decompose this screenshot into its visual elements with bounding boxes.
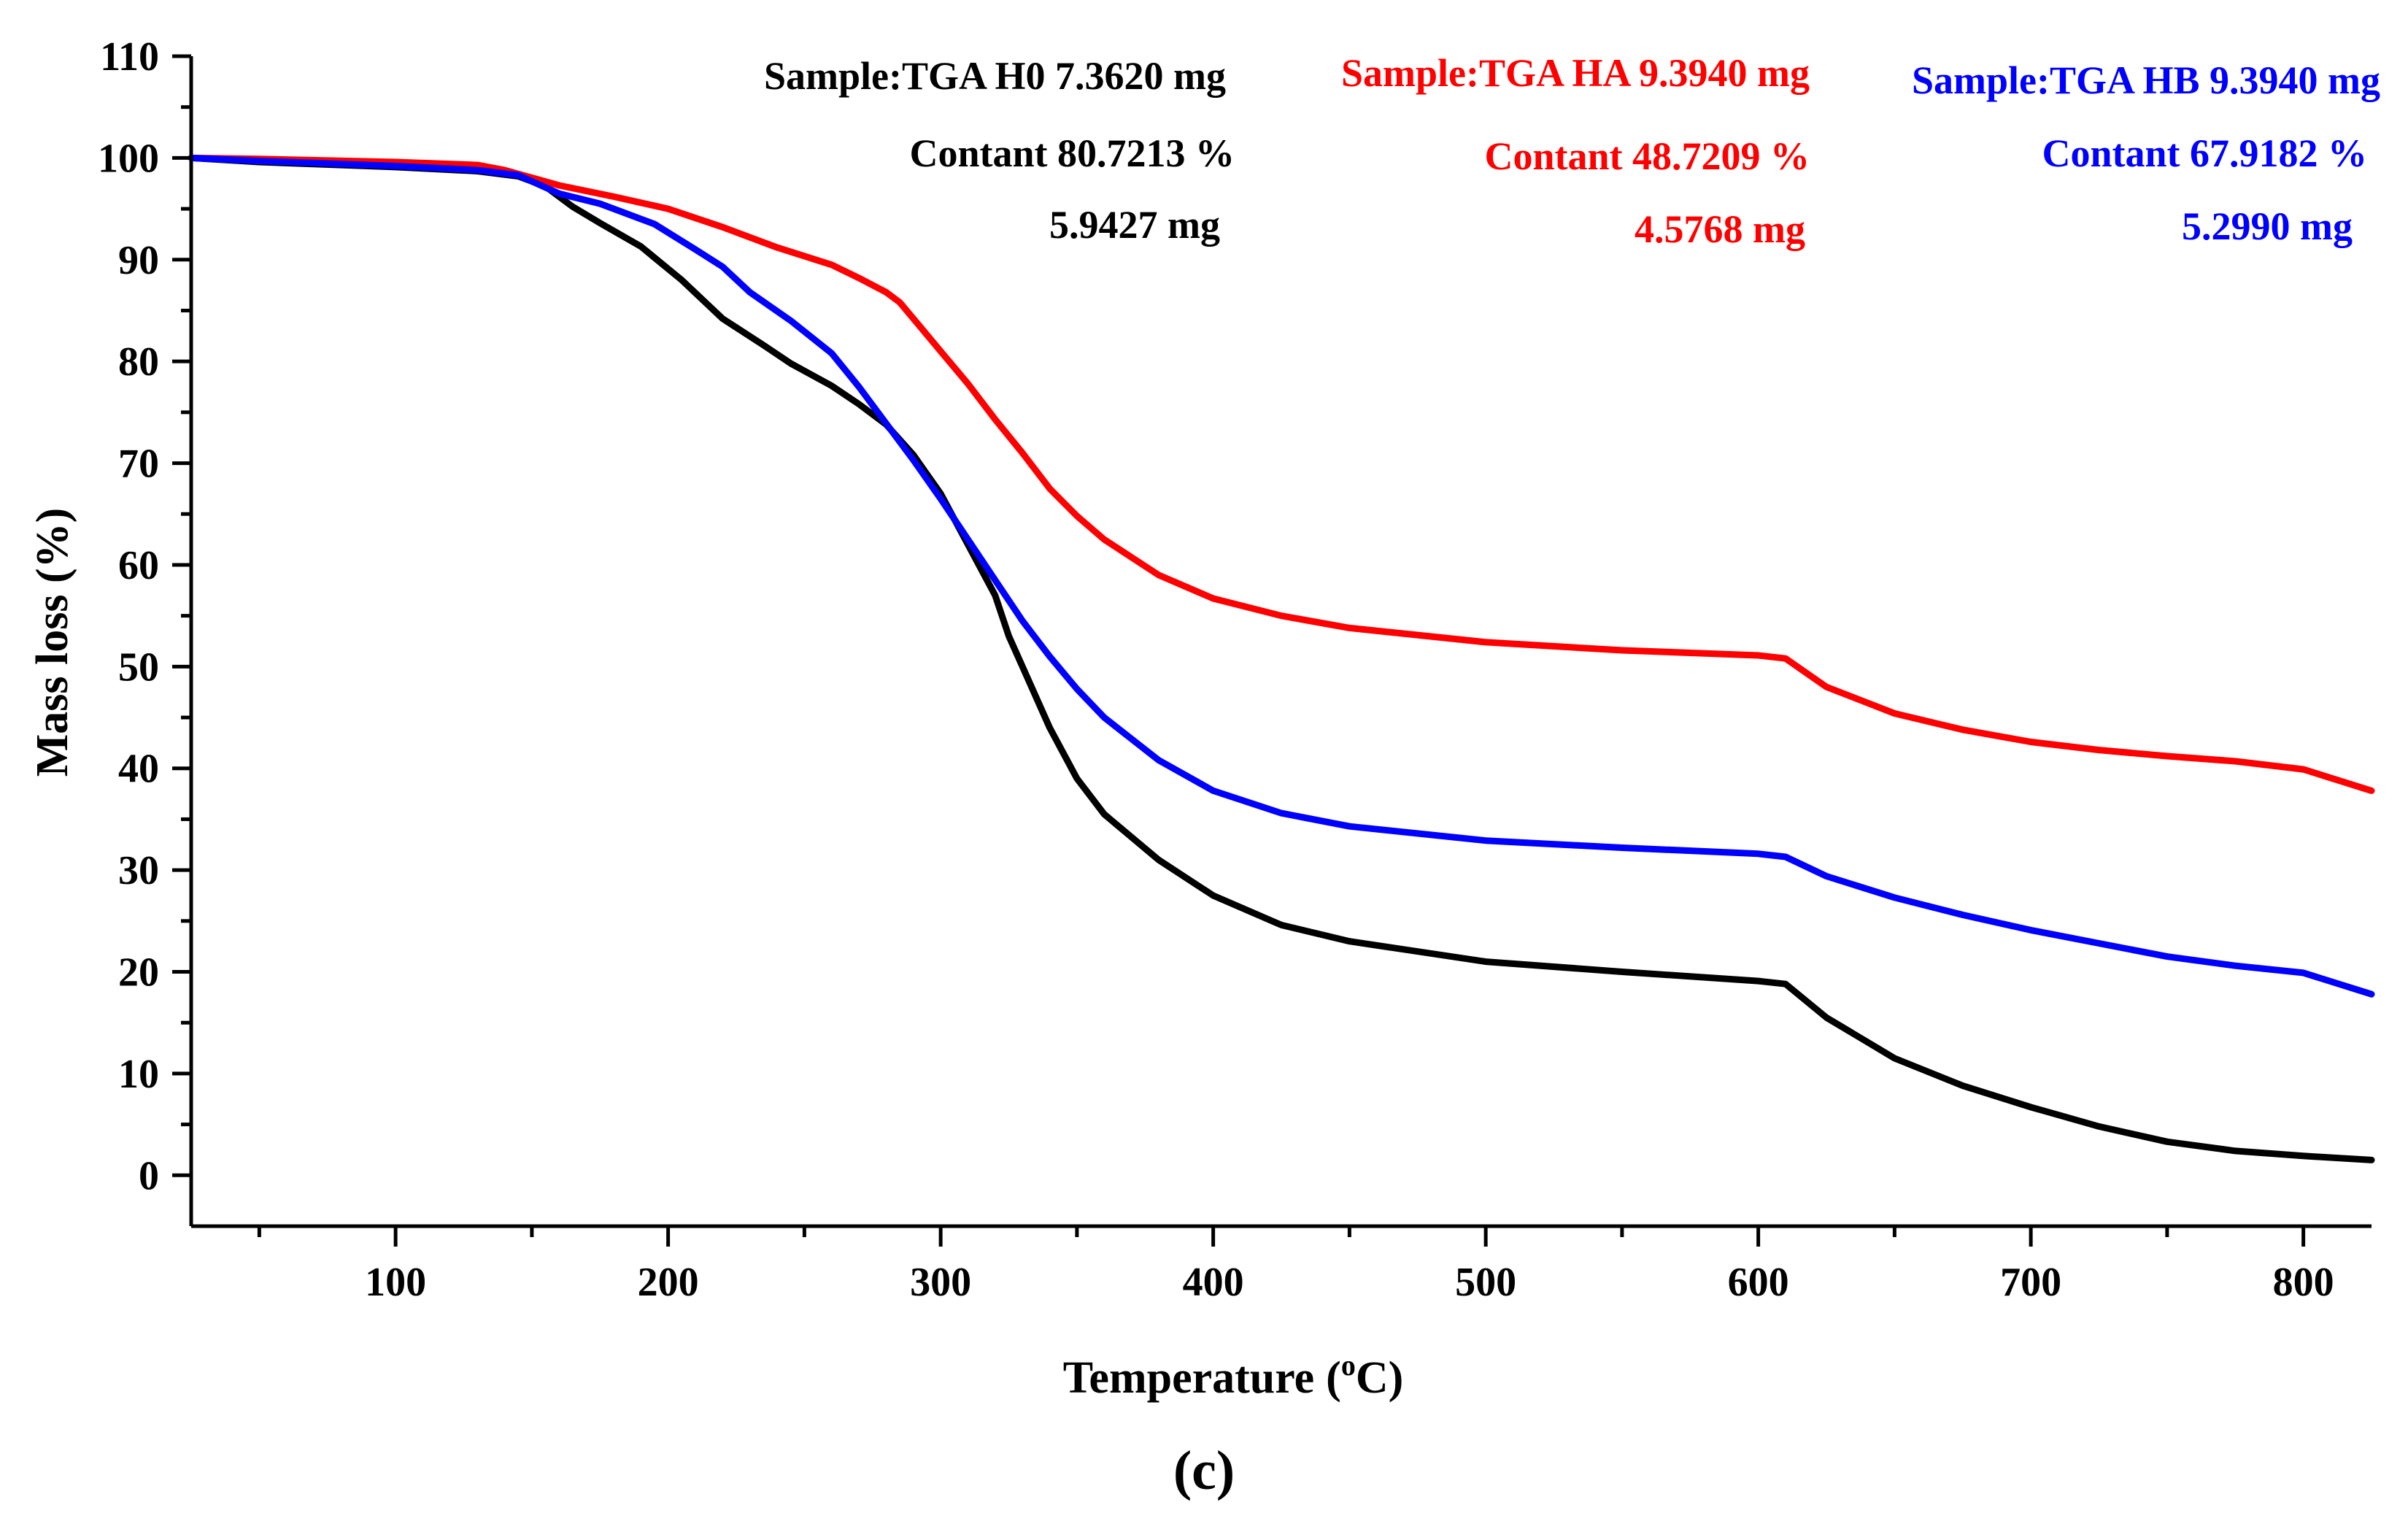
annotation-h0-content: Contant 80.7213 % xyxy=(909,131,1235,175)
y-tick-label: 40 xyxy=(118,747,159,792)
series-layer xyxy=(188,154,2375,1163)
annotation-hb-sample: Sample:TGA HB 9.3940 mg xyxy=(1912,58,2380,102)
annotation-hb-mass: 5.2990 mg xyxy=(2182,204,2353,248)
annotation-ha: Sample:TGA HA 9.3940 mg Contant 48.7209 … xyxy=(1341,51,1810,251)
x-tick-label: 500 xyxy=(1455,1260,1516,1305)
x-axis-title-unit-close: C) xyxy=(1356,1353,1403,1403)
x-tick-label: 200 xyxy=(638,1260,699,1305)
x-axis-title-unit-degree: o xyxy=(1341,1349,1356,1382)
series-line-tga-h0 xyxy=(188,154,2375,1163)
y-tick-label: 30 xyxy=(118,848,159,893)
annotation-hb-content: Contant 67.9182 % xyxy=(2042,131,2367,175)
panel-label: (c) xyxy=(1173,1440,1235,1501)
x-axis-title-text: Temperature xyxy=(1063,1353,1314,1403)
y-tick-label: 100 xyxy=(98,136,159,181)
x-tick-label: 400 xyxy=(1183,1260,1244,1305)
x-tick-label: 600 xyxy=(1728,1260,1789,1305)
annotation-ha-mass: 4.5768 mg xyxy=(1635,207,1805,251)
y-tick-label: 80 xyxy=(118,339,159,385)
series-line-tga-hb xyxy=(188,154,2375,998)
x-axis-title-unit-open: ( xyxy=(1326,1353,1341,1403)
ticks-layer: 0 10 20 30 40 50 60 70 80 90 100 110 100 200 300 400 500… xyxy=(98,34,2334,1305)
y-tick-label: 10 xyxy=(118,1052,159,1097)
x-tick-label: 800 xyxy=(2273,1260,2334,1305)
y-axis-title: Mass loss (%) xyxy=(28,508,77,777)
y-tick-label: 70 xyxy=(118,442,159,487)
annotation-h0-sample: Sample:TGA H0 7.3620 mg xyxy=(764,54,1226,98)
annotation-ha-sample: Sample:TGA HA 9.3940 mg xyxy=(1341,51,1810,95)
x-tick-label: 100 xyxy=(365,1260,426,1305)
x-axis-title: Temperature (oC) xyxy=(1063,1349,1403,1403)
x-tick-label: 700 xyxy=(2000,1260,2061,1305)
annotation-ha-content: Contant 48.7209 % xyxy=(1484,134,1810,178)
y-tick-label: 0 xyxy=(139,1153,159,1198)
y-tick-label: 110 xyxy=(100,34,159,80)
x-tick-label: 300 xyxy=(910,1260,971,1305)
series-line-tga-ha xyxy=(188,154,2375,794)
annotation-h0: Sample:TGA H0 7.3620 mg Contant 80.7213 … xyxy=(764,54,1235,247)
annotation-h0-mass: 5.9427 mg xyxy=(1049,203,1220,247)
y-tick-label: 50 xyxy=(118,644,159,690)
y-tick-label: 90 xyxy=(118,238,159,283)
annotation-hb: Sample:TGA HB 9.3940 mg Contant 67.9182 … xyxy=(1912,58,2380,248)
y-tick-label: 60 xyxy=(118,543,159,588)
y-tick-label: 20 xyxy=(118,950,159,996)
